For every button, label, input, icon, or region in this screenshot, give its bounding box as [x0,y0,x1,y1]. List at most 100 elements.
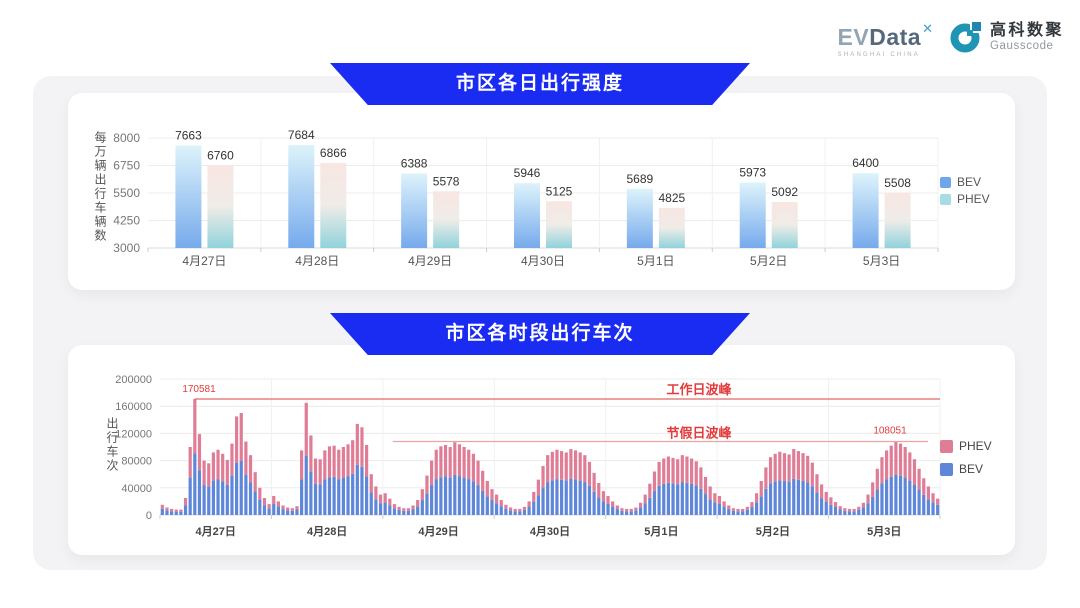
bar-phev-4月30日 [546,201,572,248]
bar-bev-4月30日 [514,183,540,248]
content-panel: 市区各日出行强度 3000 4250 5500 6750 8000 7663 6760 4月2… [33,63,1047,570]
svg-text:4月27日: 4月27日 [196,525,236,538]
bev-legend-label: BEV [959,462,984,476]
bar-phev-5月3日 [884,192,911,248]
bar-bev-5月1日 [626,188,653,248]
evdata-wordmark: EVData ✕ [837,22,933,50]
svg-text:200000: 200000 [115,374,152,386]
legend-item-bev2[interactable]: BEV [940,462,992,476]
daily-chart-banner: 市区各日出行强度 [330,63,750,105]
svg-text:6760: 6760 [207,148,234,162]
hourly-bars-4月28日 [272,402,383,515]
svg-text:工作日波峰: 工作日波峰 [666,382,732,397]
daily-chart-title: 市区各日出行强度 [455,73,624,94]
svg-text:4月30日: 4月30日 [521,254,565,268]
svg-text:160000: 160000 [115,401,152,413]
daily-chart-card: 3000 4250 5500 6750 8000 7663 6760 4月27日 7684 686… [68,93,1015,290]
svg-text:5689: 5689 [627,172,654,186]
hourly-bars-5月1日 [606,455,717,515]
phev-legend-swatch [940,439,953,453]
bev-legend-swatch [940,176,951,188]
phev-legend-label: PHEV [959,439,992,453]
bar-phev-5月1日 [658,207,685,248]
legend-item-phev[interactable]: PHEV [940,192,990,206]
bar-bev-4月27日 [175,145,202,248]
brand-area: EVData ✕ SHANGHAI CHINA 高科数聚 Gausscode [838,20,1064,58]
hourly-chart-legend: PHEV BEV [940,439,992,476]
gausscode-logo: 高科数聚 Gausscode [949,20,1064,54]
svg-text:40000: 40000 [121,483,152,495]
daily-chart-y-axis-title: 每万辆出行车辆数 [93,131,107,243]
hourly-bars-5月2日 [717,449,828,515]
hourly-bars-5月3日 [829,441,940,515]
svg-text:170581: 170581 [182,384,216,395]
svg-text:108051: 108051 [873,426,907,437]
svg-text:7684: 7684 [288,128,315,142]
hourly-trips-chart: 0 40000 80000 120000 160000 200000 4月27日 4月28日 4… [115,374,941,538]
svg-text:5月3日: 5月3日 [863,254,900,268]
hourly-bars-4月30日 [495,449,605,515]
svg-text:6388: 6388 [401,156,428,170]
svg-text:4月27日: 4月27日 [182,254,226,268]
hourly-chart-title: 市区各时段出行车次 [445,323,635,344]
phev-legend-label: PHEV [957,192,990,206]
bar-bev-5月3日 [852,173,879,248]
gausscode-name-cn: 高科数聚 [989,22,1064,40]
svg-text:6866: 6866 [320,146,347,160]
svg-text:8000: 8000 [113,131,140,145]
legend-item-phev2[interactable]: PHEV [940,439,992,453]
daily-chart-legend: BEV PHEV [940,175,990,206]
hourly-chart-card: 0 40000 80000 120000 160000 200000 4月27日 4月28日 4… [68,345,1015,555]
svg-text:6750: 6750 [113,159,140,173]
svg-text:5500: 5500 [113,186,140,200]
svg-text:4250: 4250 [113,214,140,228]
svg-text:4月29日: 4月29日 [408,254,452,268]
bar-phev-4月27日 [207,165,234,248]
svg-text:0: 0 [146,510,152,522]
svg-text:4月28日: 4月28日 [295,254,339,268]
svg-text:5578: 5578 [433,174,460,188]
daily-intensity-chart: 3000 4250 5500 6750 8000 7663 6760 4月27日 7684 686… [113,128,939,268]
svg-text:5125: 5125 [546,184,573,198]
svg-text:5508: 5508 [884,176,911,190]
svg-text:4月29日: 4月29日 [418,525,458,538]
hourly-bars-4月27日 [160,399,271,515]
bar-bev-5月2日 [739,182,766,248]
bar-bev-4月28日 [288,144,315,248]
gausscode-name-en: Gausscode [989,39,1054,52]
svg-text:5946: 5946 [514,166,541,180]
evdata-x-icon: ✕ [922,21,933,36]
hourly-chart-banner: 市区各时段出行车次 [330,313,750,355]
svg-text:4月30日: 4月30日 [530,525,570,538]
svg-text:7663: 7663 [175,128,202,142]
svg-text:节假日波峰: 节假日波峰 [666,426,732,441]
svg-text:80000: 80000 [121,456,152,468]
svg-text:5月2日: 5月2日 [750,254,787,268]
bar-bev-4月29日 [401,173,428,248]
svg-text:5月2日: 5月2日 [756,525,790,538]
svg-text:5092: 5092 [771,185,798,199]
svg-text:120000: 120000 [115,428,152,440]
svg-text:5月1日: 5月1日 [637,254,674,268]
svg-text:6400: 6400 [852,156,879,170]
evdata-ev: EV [837,24,870,50]
hourly-chart-y-axis-title: 出行车次 [105,417,119,473]
svg-text:3000: 3000 [113,241,140,255]
svg-text:5月3日: 5月3日 [867,525,901,538]
bev-legend-label: BEV [957,175,982,189]
evdata-data: Data [869,24,922,50]
svg-text:4825: 4825 [659,191,686,205]
hourly-bars-4月29日 [383,442,494,515]
svg-text:5973: 5973 [739,166,766,180]
bar-phev-4月28日 [320,162,347,248]
bar-phev-5月2日 [771,201,798,248]
gausscode-icon [950,20,983,53]
evdata-tagline: SHANGHAI CHINA [837,52,921,58]
bar-phev-4月29日 [433,191,460,248]
svg-text:5月1日: 5月1日 [644,525,678,538]
bev-legend-swatch [940,462,953,476]
svg-text:4月28日: 4月28日 [307,525,347,538]
phev-legend-swatch [940,193,951,205]
legend-item-bev[interactable]: BEV [940,175,990,189]
